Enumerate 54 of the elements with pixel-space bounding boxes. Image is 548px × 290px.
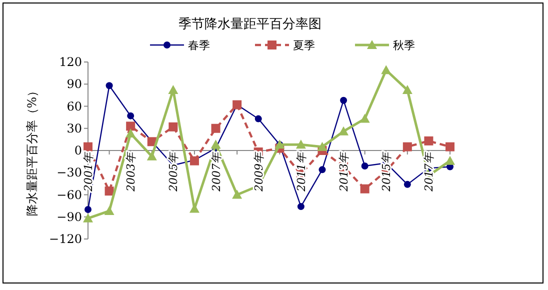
- point: [402, 142, 412, 152]
- x-tick-label: 2013年: [338, 152, 351, 192]
- y-tick-label: 90: [66, 77, 82, 92]
- y-tick-label: 0: [74, 144, 82, 158]
- point: [106, 82, 113, 90]
- point: [360, 184, 370, 194]
- x-tick-label: 2001年: [82, 152, 95, 192]
- y-tick-label: −30: [56, 166, 82, 180]
- point: [232, 190, 242, 199]
- point: [381, 65, 392, 74]
- legend-label: 春季: [188, 39, 210, 52]
- x-tick-label: 2015年: [380, 152, 394, 192]
- point: [402, 85, 412, 94]
- y-tick-label: 120: [59, 55, 82, 69]
- y-tick-label: 60: [66, 99, 82, 114]
- point: [146, 151, 157, 160]
- point: [340, 96, 348, 104]
- point: [254, 115, 262, 122]
- legend-label: 夏季: [293, 39, 315, 52]
- point: [361, 162, 368, 170]
- point: [317, 142, 328, 151]
- y-axis-title: 降水量距平百分率（%）: [25, 84, 39, 216]
- point: [127, 112, 134, 120]
- x-tick-label: 2007年: [210, 152, 223, 192]
- point: [360, 114, 370, 123]
- point: [84, 206, 92, 213]
- point: [296, 140, 306, 149]
- point: [297, 203, 304, 210]
- x-tick-label: 2017年: [422, 152, 436, 192]
- point: [424, 136, 434, 146]
- point: [104, 206, 114, 215]
- x-tick-label: 2003年: [124, 152, 138, 192]
- point: [445, 156, 455, 165]
- point: [404, 180, 411, 188]
- point: [446, 142, 454, 152]
- x-tick-label: 2011年: [294, 152, 308, 192]
- point: [211, 124, 220, 133]
- legend-label: 秋季: [393, 39, 415, 52]
- y-tick-label: −60: [56, 188, 82, 202]
- y-tick-label: −90: [56, 210, 82, 224]
- x-tick-label: 2009年: [252, 152, 266, 192]
- point: [104, 186, 114, 196]
- point: [83, 213, 93, 222]
- x-tick-label: 2005年: [167, 152, 180, 192]
- chart-title: 季节降水量距平百分率图: [178, 16, 322, 32]
- y-tick-label: −120: [49, 232, 82, 246]
- point: [338, 126, 349, 136]
- point: [318, 166, 326, 174]
- point: [168, 85, 178, 94]
- y-tick-label: 30: [66, 121, 82, 136]
- point: [84, 142, 92, 152]
- point: [126, 122, 136, 131]
- point: [168, 122, 178, 132]
- point: [126, 128, 136, 138]
